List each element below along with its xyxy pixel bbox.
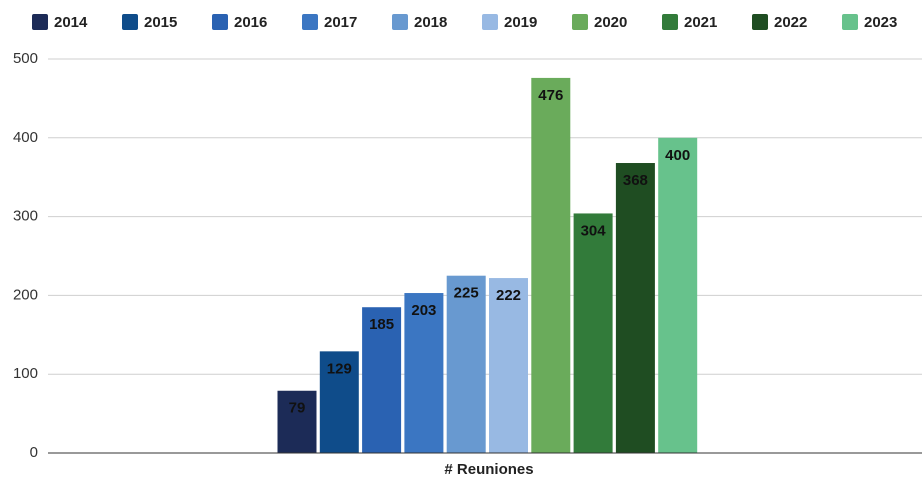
data-label: 222 <box>496 287 521 304</box>
legend-label: 2021 <box>684 14 717 31</box>
legend-label: 2018 <box>414 14 447 31</box>
bar <box>531 77 571 454</box>
legend-swatch <box>32 14 48 30</box>
y-tick-label: 300 <box>13 208 38 225</box>
y-tick-label: 500 <box>13 50 38 67</box>
legend-swatch <box>392 14 408 30</box>
data-label: 185 <box>369 316 394 333</box>
y-tick-label: 100 <box>13 365 38 382</box>
legend-label: 2019 <box>504 14 537 31</box>
legend-swatch <box>482 14 498 30</box>
legend-swatch <box>752 14 768 30</box>
x-tick-label: # Reuniones <box>444 461 533 477</box>
data-label: 304 <box>581 222 607 239</box>
legend-label: 2015 <box>144 14 177 31</box>
legend-label: 2023 <box>864 14 897 31</box>
y-tick-label: 400 <box>13 129 38 146</box>
legend-label: 2022 <box>774 14 807 31</box>
legend-label: 2016 <box>234 14 267 31</box>
bar <box>362 307 402 453</box>
legend-swatch <box>302 14 318 30</box>
bar <box>658 137 698 454</box>
legend-swatch <box>572 14 588 30</box>
legend-label: 2014 <box>54 14 88 31</box>
data-label: 203 <box>411 302 436 319</box>
data-label: 476 <box>538 87 563 104</box>
bar <box>404 293 444 453</box>
data-label: 79 <box>289 400 306 417</box>
bar <box>319 351 359 453</box>
y-tick-label: 0 <box>30 444 38 461</box>
data-label: 368 <box>623 172 648 189</box>
legend-label: 2017 <box>324 14 357 31</box>
legend-label: 2020 <box>594 14 627 31</box>
data-label: 129 <box>327 360 352 377</box>
bar <box>446 275 486 453</box>
legend-swatch <box>842 14 858 30</box>
bar <box>277 390 317 453</box>
data-label: 400 <box>665 147 690 164</box>
bar <box>573 213 613 453</box>
y-tick-label: 200 <box>13 286 38 303</box>
bar <box>615 163 655 454</box>
legend-swatch <box>122 14 138 30</box>
legend-swatch <box>212 14 228 30</box>
bar <box>489 278 528 453</box>
data-label: 225 <box>454 285 479 302</box>
legend-swatch <box>662 14 678 30</box>
